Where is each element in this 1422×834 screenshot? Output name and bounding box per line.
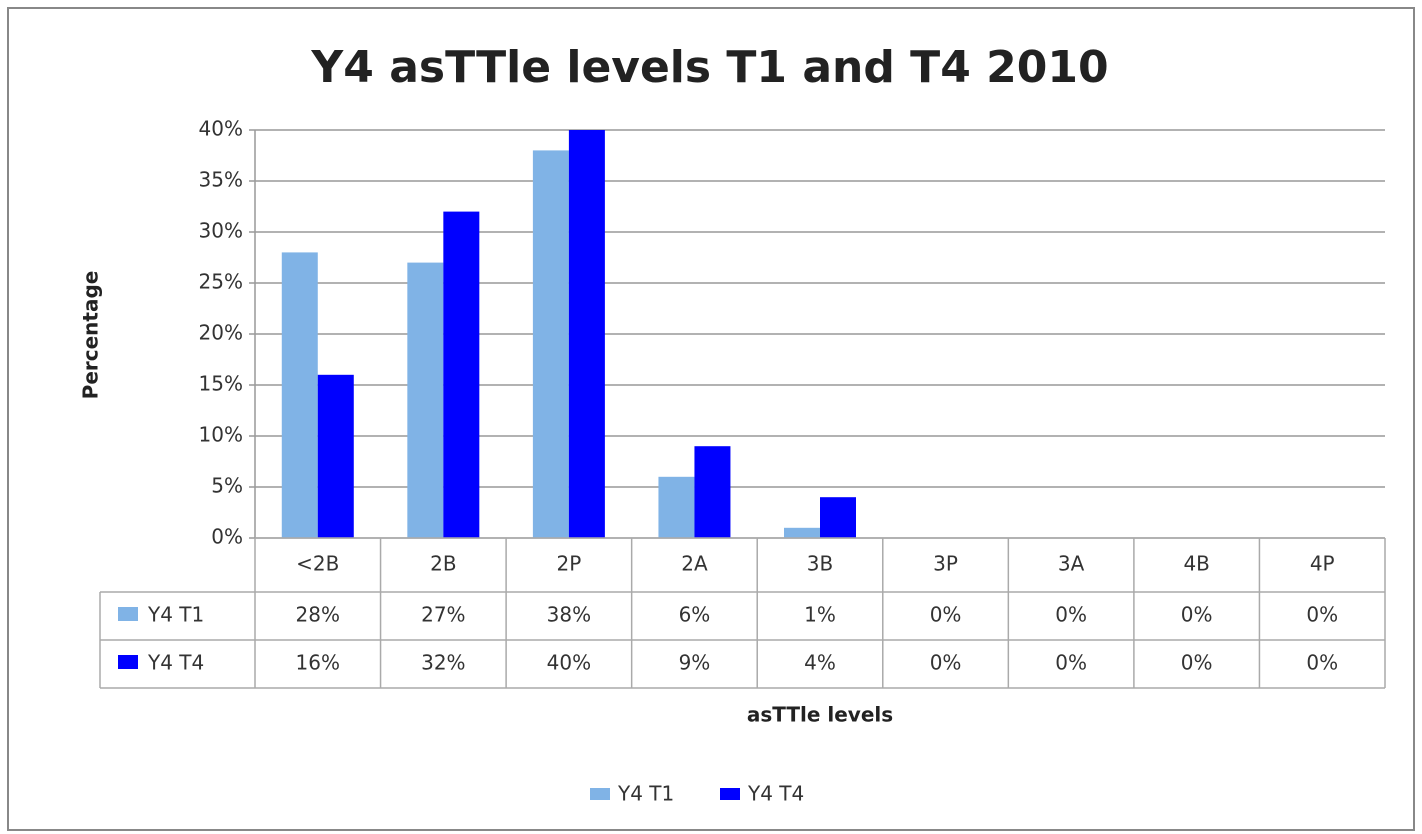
y-tick-label: 20% (199, 321, 243, 345)
bar (694, 446, 731, 538)
chart-frame (7, 7, 1415, 831)
bar (281, 252, 318, 538)
x-tick-label: <2B (296, 552, 339, 576)
table-cell: 38% (547, 603, 591, 627)
x-tick-label: 2A (681, 552, 708, 576)
table-cell: 6% (679, 603, 711, 627)
y-tick-label: 30% (199, 219, 243, 243)
x-tick-label: 3B (807, 552, 833, 576)
legend-label: Y4 T1 (617, 782, 674, 806)
bar (317, 374, 354, 538)
y-tick-label: 15% (199, 372, 243, 396)
table-cell: 1% (804, 603, 836, 627)
table-cell: 0% (930, 603, 962, 627)
x-tick-label: 4P (1310, 552, 1335, 576)
table-legend-swatch (118, 655, 138, 669)
table-cell: 0% (1055, 603, 1087, 627)
x-tick-label: 2P (556, 552, 581, 576)
bar (568, 130, 605, 538)
bar (443, 211, 480, 538)
x-tick-label: 2B (430, 552, 456, 576)
table-legend-label: Y4 T4 (147, 651, 204, 675)
table-cell: 32% (421, 651, 465, 675)
table-cell: 0% (1306, 651, 1338, 675)
table-cell: 0% (1306, 603, 1338, 627)
x-tick-label: 4B (1183, 552, 1209, 576)
legend-swatch (720, 788, 740, 800)
y-tick-label: 35% (199, 168, 243, 192)
table-cell: 27% (421, 603, 465, 627)
legend-swatch (590, 788, 610, 800)
table-cell: 0% (930, 651, 962, 675)
table-cell: 0% (1055, 651, 1087, 675)
bar (407, 262, 444, 538)
bar (820, 497, 856, 538)
y-tick-label: 5% (211, 474, 243, 498)
x-tick-label: 3P (933, 552, 958, 576)
bar (658, 476, 695, 538)
legend-label: Y4 T4 (747, 782, 804, 806)
chart-title: Y4 asTTle levels T1 and T4 2010 (310, 42, 1108, 93)
table-cell: 28% (296, 603, 340, 627)
table-cell: 0% (1181, 651, 1213, 675)
y-tick-label: 25% (199, 270, 243, 294)
bar (784, 527, 820, 538)
y-axis-title: Percentage (79, 271, 103, 400)
y-tick-label: 10% (199, 423, 243, 447)
y-tick-label: 40% (199, 117, 243, 141)
x-axis-title: asTTle levels (747, 703, 893, 727)
table-legend-label: Y4 T1 (147, 603, 204, 627)
table-cell: 16% (296, 651, 340, 675)
table-cell: 9% (679, 651, 711, 675)
x-tick-label: 3A (1058, 552, 1085, 576)
table-legend-swatch (118, 607, 138, 621)
table-cell: 0% (1181, 603, 1213, 627)
bar (532, 150, 569, 538)
table-cell: 4% (804, 651, 836, 675)
y-tick-label: 0% (211, 525, 243, 549)
table-cell: 40% (547, 651, 591, 675)
